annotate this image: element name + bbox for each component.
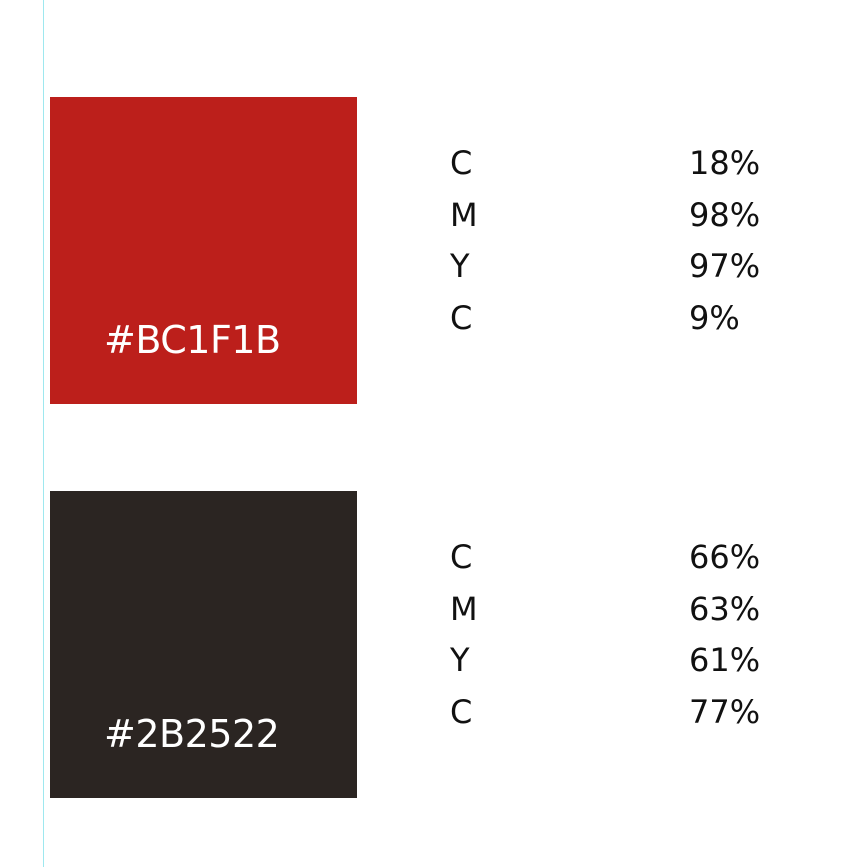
cmyk-row: Y 97% xyxy=(450,250,780,302)
cmyk-value: 77% xyxy=(689,692,761,731)
cmyk-row: C 9% xyxy=(450,302,780,354)
cmyk-label: C xyxy=(450,538,473,576)
cmyk-value: 61% xyxy=(689,641,761,679)
cmyk-values-red: C 18% M 98% Y 97% C 9% xyxy=(450,147,780,353)
cmyk-label: M xyxy=(450,195,478,234)
cmyk-label: C xyxy=(450,692,473,731)
cmyk-value: 9% xyxy=(689,298,740,337)
color-swatch-red: #BC1F1B xyxy=(50,97,357,404)
cmyk-label: Y xyxy=(450,641,470,679)
cmyk-row: Y 61% xyxy=(450,644,780,696)
cmyk-value: 66% xyxy=(689,538,761,576)
swatch-hex-code: #2B2522 xyxy=(104,712,280,756)
guide-line xyxy=(43,0,44,867)
cmyk-row: M 63% xyxy=(450,593,780,645)
cmyk-value: 97% xyxy=(689,247,761,285)
cmyk-value: 63% xyxy=(689,589,761,628)
cmyk-label: C xyxy=(450,144,473,182)
cmyk-value: 18% xyxy=(689,144,761,182)
cmyk-row: M 98% xyxy=(450,199,780,251)
color-swatch-dark: #2B2522 xyxy=(50,491,357,798)
cmyk-label: Y xyxy=(450,247,470,285)
swatch-hex-code: #BC1F1B xyxy=(104,318,281,362)
cmyk-row: C 66% xyxy=(450,541,780,593)
cmyk-values-dark: C 66% M 63% Y 61% C 77% xyxy=(450,541,780,747)
cmyk-value: 98% xyxy=(689,195,761,234)
cmyk-label: C xyxy=(450,298,473,337)
cmyk-label: M xyxy=(450,589,478,628)
cmyk-row: C 77% xyxy=(450,696,780,748)
cmyk-row: C 18% xyxy=(450,147,780,199)
